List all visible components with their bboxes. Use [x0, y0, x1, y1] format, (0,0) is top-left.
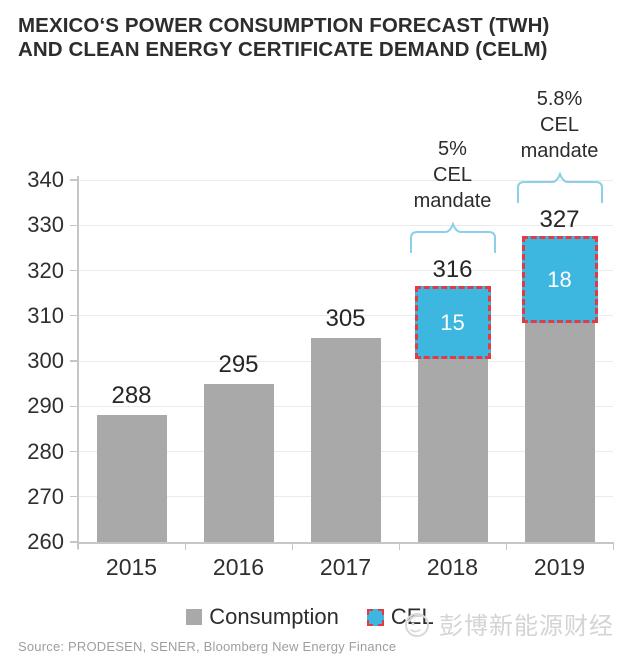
y-axis-tick — [70, 269, 78, 272]
y-axis-line — [77, 176, 79, 549]
gridline — [78, 179, 613, 181]
consumption-bar-2018 — [417, 356, 488, 542]
y-axis-tick-label: 320 — [27, 257, 64, 283]
x-axis-label-2019: 2019 — [533, 554, 586, 580]
consumption-swatch-icon — [186, 609, 203, 625]
cel-value-label: 15 — [440, 309, 465, 335]
y-axis-tick-label: 310 — [27, 302, 64, 328]
bar-value-label-2017: 305 — [325, 305, 366, 333]
x-axis-label-2017: 2017 — [319, 554, 372, 580]
brace-icon-2018 — [409, 220, 497, 254]
y-axis-tick-label: 340 — [27, 167, 64, 192]
chart-title: MEXICO‘S POWER CONSUMPTION FORECAST (TWH… — [18, 14, 608, 62]
y-axis-tick-label: 290 — [27, 393, 64, 419]
y-axis-tick — [70, 496, 78, 498]
y-axis-tick — [70, 450, 78, 453]
y-axis-tick — [70, 224, 78, 226]
gridline — [78, 224, 613, 226]
bar-value-label-2019: 327 — [539, 205, 580, 233]
consumption-bar-2017 — [310, 338, 381, 542]
consumption-bar-2016 — [203, 383, 274, 542]
y-axis-tick-label: 260 — [27, 529, 64, 554]
chart-title-line2: AND CLEAN ENERGY CERTIFICATE DEMAND (CEL… — [18, 38, 548, 61]
consumption-bar-2015 — [96, 415, 167, 542]
cel-mandate-annotation-2019: 5.8% CEL mandate — [520, 87, 599, 162]
y-axis-tick-label: 330 — [27, 212, 64, 238]
legend-label-consumption: Consumption — [209, 604, 339, 629]
x-axis-tick — [399, 542, 401, 550]
x-axis-tick — [292, 542, 294, 550]
x-axis-tick — [185, 542, 187, 550]
legend-item-consumption: Consumption — [186, 604, 339, 630]
y-axis-tick-label: 270 — [27, 483, 64, 509]
brace-icon-2019 — [516, 170, 604, 204]
cel-value-label: 18 — [547, 266, 572, 292]
y-axis-tick — [70, 179, 78, 181]
bar-value-label-2018: 316 — [432, 255, 473, 283]
y-axis-tick — [70, 315, 78, 317]
y-axis-tick — [70, 360, 78, 362]
y-axis-tick-label: 280 — [27, 438, 64, 464]
y-axis-tick — [70, 405, 78, 407]
x-axis-tick — [506, 542, 508, 550]
x-axis-label-2015: 2015 — [105, 554, 158, 580]
cel-swatch-icon — [366, 608, 384, 626]
consumption-bar-2019 — [524, 320, 595, 542]
source-attribution: Source: PRODESEN, SENER, Bloomberg New E… — [18, 639, 397, 654]
cel-segment-2019: 18 — [521, 235, 598, 324]
x-axis-tick — [78, 542, 80, 550]
bar-value-label-2015: 288 — [111, 382, 152, 410]
x-axis-line — [78, 542, 613, 544]
chart-title-line1: MEXICO‘S POWER CONSUMPTION FORECAST (TWH… — [18, 14, 550, 37]
x-axis-label-2016: 2016 — [212, 554, 265, 580]
x-axis-tick — [613, 542, 615, 550]
cel-segment-2018: 15 — [414, 285, 491, 360]
y-axis-tick-label: 300 — [27, 348, 64, 373]
cel-mandate-annotation-2018: 5% CEL mandate — [413, 137, 492, 212]
watermark-text: 彭博新能源财经 — [439, 613, 614, 640]
x-axis-label-2018: 2018 — [426, 554, 479, 580]
bnef-logo-icon — [405, 612, 429, 637]
watermark: 彭博新能源财经 — [401, 606, 614, 641]
gridline — [78, 270, 613, 271]
bar-value-label-2016: 295 — [218, 350, 259, 378]
y-axis-tick — [70, 541, 78, 543]
gridline — [78, 315, 613, 317]
